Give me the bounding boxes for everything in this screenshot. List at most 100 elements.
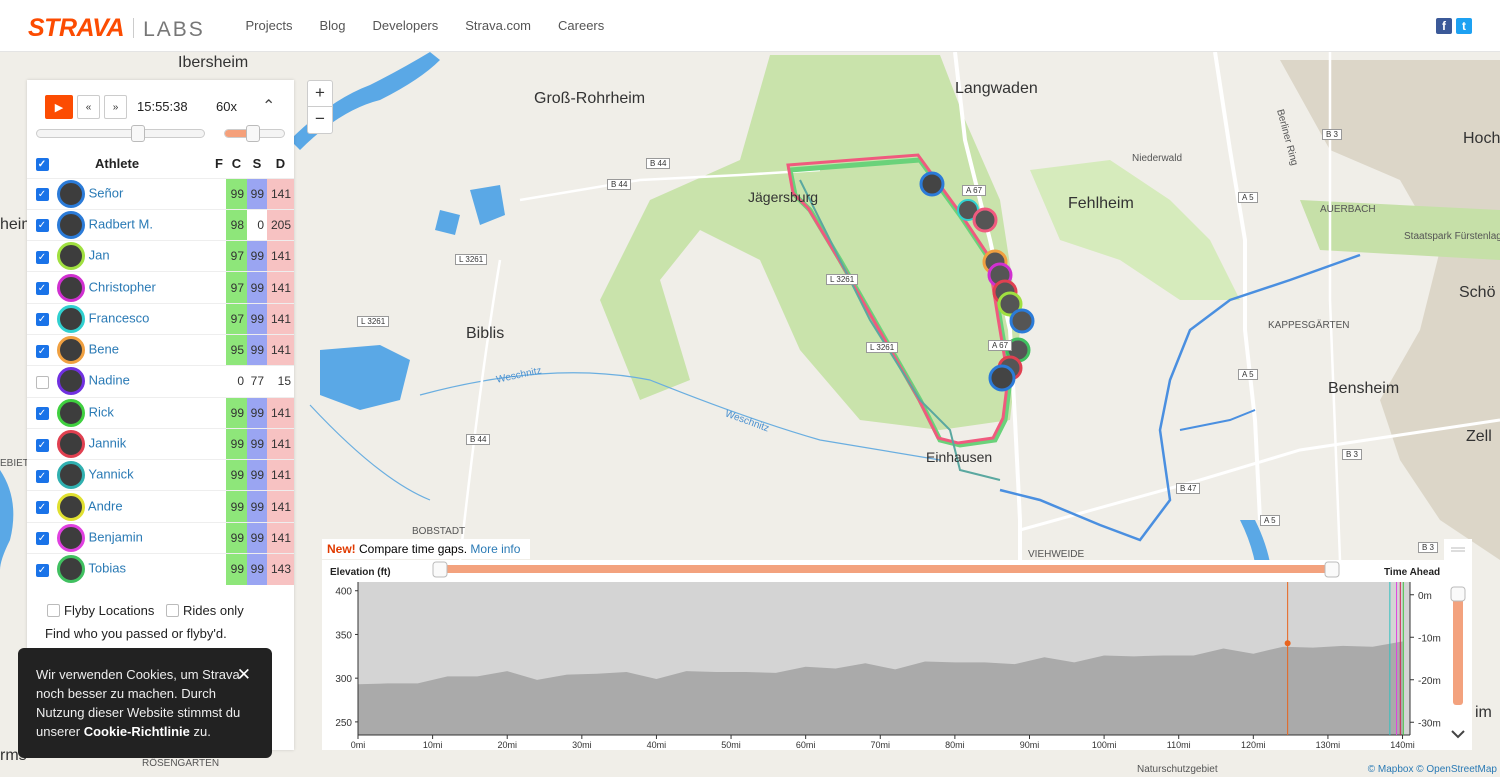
table-row[interactable]: ✓ Andre 99 99 141	[27, 490, 294, 523]
fast-forward-button[interactable]: »	[104, 95, 127, 119]
table-row[interactable]: ✓ Bene 95 99 141	[27, 333, 294, 366]
table-row[interactable]: ✓ Francesco 97 99 141	[27, 302, 294, 335]
athlete-checkbox[interactable]: ✓	[35, 313, 49, 327]
avatar[interactable]	[57, 304, 85, 333]
y-axis-label: Elevation (ft)	[330, 567, 391, 578]
play-button[interactable]: ▶	[45, 95, 73, 119]
athlete-name[interactable]: Yannick	[88, 466, 134, 482]
avatar[interactable]	[57, 179, 85, 208]
avatar[interactable]	[57, 555, 85, 584]
speed-slider-handle[interactable]	[246, 125, 260, 142]
athlete-checkbox[interactable]: ✓	[35, 501, 49, 515]
time-ahead-range[interactable]	[1453, 591, 1463, 705]
nav-developers[interactable]: Developers	[372, 18, 439, 33]
d-header[interactable]: D	[275, 156, 286, 172]
athlete-checkbox[interactable]: ✓	[35, 282, 49, 296]
twitter-icon[interactable]: t	[1456, 18, 1472, 34]
rides-only-checkbox[interactable]	[166, 604, 179, 617]
facebook-icon[interactable]: f	[1436, 18, 1452, 34]
athlete-checkbox[interactable]: ✓	[35, 407, 49, 421]
place-label: Groß-Rohrheim	[534, 90, 646, 107]
rides-only-option[interactable]: Rides only	[166, 603, 244, 618]
map-attribution[interactable]: © Mapbox © OpenStreetMap	[1367, 764, 1497, 775]
close-icon[interactable]: ✕	[236, 665, 251, 684]
time-ahead-scroll[interactable]	[1444, 539, 1472, 750]
avatar[interactable]	[57, 398, 85, 427]
elevation-chart[interactable]: Elevation (ft) Time Ahead 400 350 300 250 0m -1…	[322, 560, 1472, 750]
athlete-name[interactable]: Radbert M.	[88, 216, 153, 232]
athlete-name[interactable]: Jannik	[88, 435, 127, 451]
athlete-checkbox[interactable]	[35, 375, 49, 389]
s-header[interactable]: S	[252, 156, 262, 172]
avatar[interactable]	[57, 492, 85, 521]
athlete-markers[interactable]	[919, 171, 1035, 392]
place-label-small: RÖSENGARTEN	[142, 758, 220, 769]
avatar[interactable]	[57, 523, 85, 552]
speed-slider[interactable]	[224, 125, 285, 142]
avatar[interactable]	[57, 273, 85, 302]
athlete-table: ✓ Athlete F C S D ✓ Señor 99 99 141 ✓ Radber…	[27, 150, 294, 585]
table-row[interactable]: ✓ Radbert M. 98 0 205	[27, 208, 294, 241]
table-row[interactable]: ✓ Tobias 99 99 143	[27, 553, 294, 585]
table-row[interactable]: ✓ Rick 99 99 141	[27, 396, 294, 429]
athlete-checkbox[interactable]: ✓	[35, 532, 49, 546]
nav-strava-com[interactable]: Strava.com	[465, 18, 532, 33]
y-tick-label: 300	[335, 674, 352, 685]
avatar[interactable]	[57, 430, 85, 459]
table-row[interactable]: ✓ Benjamin 99 99 141	[27, 521, 294, 554]
athlete-name[interactable]: Benjamin	[88, 529, 143, 545]
table-row[interactable]: ✓ Señor 99 99 141	[27, 177, 294, 210]
flyby-option[interactable]: Flyby Locations	[47, 603, 154, 618]
avatar[interactable]	[57, 242, 85, 271]
cookie-policy-link[interactable]: Cookie-Richtlinie	[83, 724, 190, 739]
athlete-name[interactable]: Nadine	[88, 372, 130, 388]
flyby-checkbox[interactable]	[47, 604, 60, 617]
select-all-checkbox[interactable]: ✓	[35, 158, 49, 172]
table-row[interactable]: Nadine 0 77 15	[27, 365, 294, 398]
road-label: L 3261	[455, 254, 488, 265]
c-header[interactable]: C	[231, 156, 242, 172]
table-row[interactable]: ✓ Christopher 97 99 141	[27, 271, 294, 304]
table-row[interactable]: ✓ Jannik 99 99 141	[27, 427, 294, 460]
athlete-name[interactable]: Jan	[88, 247, 110, 263]
more-info-link[interactable]: More info	[470, 542, 521, 556]
avatar[interactable]	[57, 210, 85, 239]
d-cell: 141	[267, 240, 294, 272]
athlete-name[interactable]: Francesco	[88, 310, 150, 326]
athlete-checkbox[interactable]: ✓	[35, 188, 49, 202]
athlete-name[interactable]: Christopher	[88, 278, 156, 294]
rewind-button[interactable]: «	[77, 95, 100, 119]
athlete-checkbox[interactable]: ✓	[35, 563, 49, 577]
rides-only-label: Rides only	[183, 603, 244, 618]
strava-labs-logo[interactable]: STRAVA LABS	[28, 14, 205, 43]
athlete-name[interactable]: Andre	[87, 498, 123, 514]
time-slider-handle[interactable]	[131, 125, 145, 142]
nav-careers[interactable]: Careers	[558, 18, 605, 33]
athlete-checkbox[interactable]: ✓	[35, 250, 49, 264]
athlete-name[interactable]: Tobias	[88, 560, 126, 576]
highway-a5	[1213, 52, 1262, 521]
f-cell	[212, 459, 226, 491]
avatar[interactable]	[57, 336, 85, 365]
athlete-header[interactable]: Athlete	[95, 156, 140, 172]
athlete-checkbox[interactable]: ✓	[35, 438, 49, 452]
time-slider[interactable]	[36, 125, 205, 142]
f-header[interactable]: F	[215, 156, 223, 172]
zoom-in-button[interactable]: +	[308, 81, 332, 107]
table-row[interactable]: ✓ Yannick 99 99 141	[27, 459, 294, 491]
avatar[interactable]	[57, 461, 85, 490]
place-label: Zell	[1466, 428, 1492, 445]
nav-projects[interactable]: Projects	[245, 18, 293, 33]
zoom-out-button[interactable]: −	[315, 109, 325, 128]
chevron-down-icon[interactable]	[1451, 730, 1465, 739]
athlete-checkbox[interactable]: ✓	[35, 469, 49, 483]
athlete-name[interactable]: Rick	[88, 404, 114, 420]
athlete-checkbox[interactable]: ✓	[35, 219, 49, 233]
table-row[interactable]: ✓ Jan 97 99 141	[27, 240, 294, 272]
athlete-checkbox[interactable]: ✓	[35, 344, 49, 358]
avatar[interactable]	[57, 367, 85, 396]
athlete-name[interactable]: Bene	[88, 341, 119, 357]
nav-blog[interactable]: Blog	[319, 18, 346, 33]
collapse-icon[interactable]: ⌃	[262, 98, 276, 115]
athlete-name[interactable]: Señor	[88, 185, 124, 201]
